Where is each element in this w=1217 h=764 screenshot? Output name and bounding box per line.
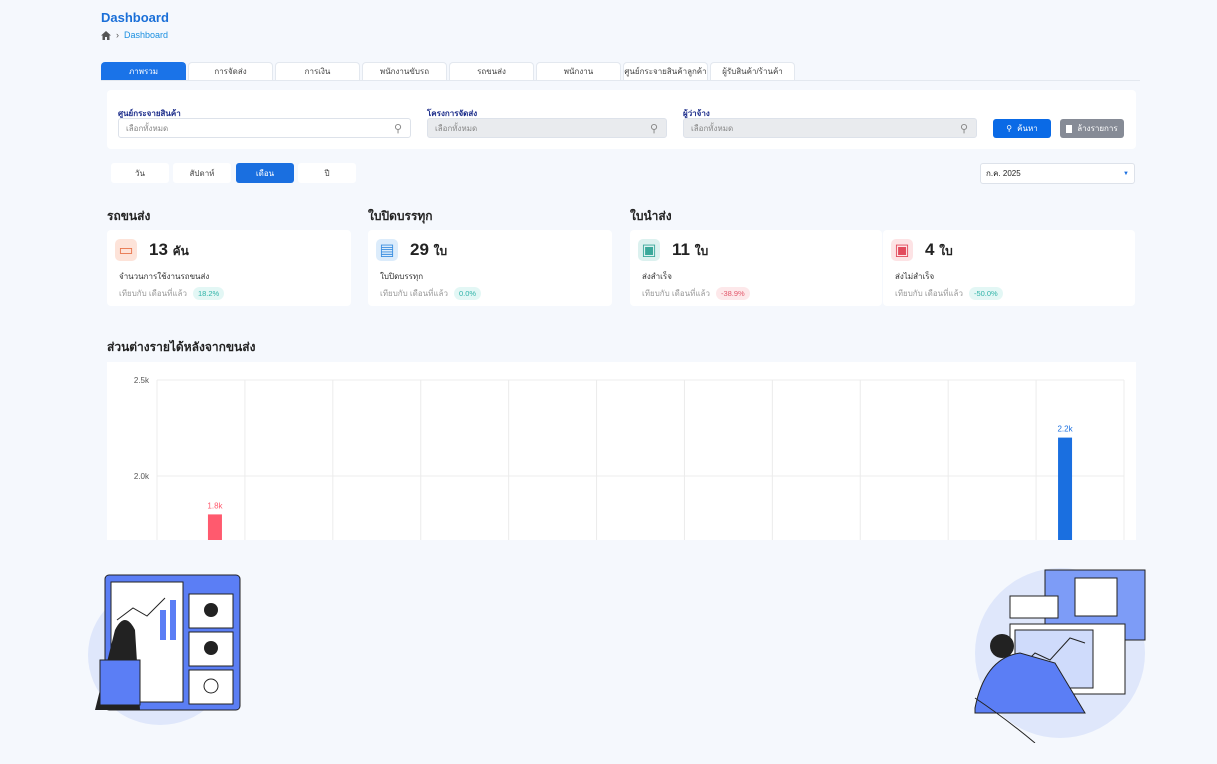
stat-unit: คัน	[172, 244, 189, 258]
dc-input[interactable]: เลือกทั้งหมด ⚲	[118, 118, 411, 138]
compare-text: เทียบกับ เดือนที่แล้ว	[895, 289, 963, 298]
delivery-success-icon: ▣	[638, 239, 660, 261]
change-badge: 0.0%	[453, 287, 482, 300]
tab-overview[interactable]: ภาพรวม	[101, 62, 186, 80]
stat-unit: ใบ	[694, 244, 709, 258]
document-icon: ▤	[376, 239, 398, 261]
employer-placeholder: เลือกทั้งหมด	[691, 123, 734, 133]
stat-label: จำนวนการใช้งานรถขนส่ง	[119, 272, 210, 281]
period-year[interactable]: ปี	[298, 163, 356, 183]
illustration-video-call	[88, 574, 241, 725]
stat-value: 13 คัน	[149, 240, 189, 261]
stat-unit: ใบ	[433, 244, 448, 258]
bar-label: 1.8k	[207, 501, 223, 510]
stat-compare: เทียบกับ เดือนที่แล้ว -38.9%	[642, 287, 750, 300]
tab-distribution-centers[interactable]: ศูนย์กระจายสินค้าลูกค้า	[623, 62, 708, 80]
compare-text: เทียบกับ เดือนที่แล้ว	[642, 289, 710, 298]
stat-value: 4 ใบ	[925, 240, 953, 261]
stat-value: 11 ใบ	[672, 240, 708, 261]
tab-drivers[interactable]: พนักงานขับรถ	[362, 62, 447, 80]
divider	[101, 80, 1140, 81]
stat-card: ▤ 29 ใบ ใบปิดบรรทุก เทียบกับ เดือนที่แล้…	[368, 230, 612, 306]
clear-button[interactable]: ล้างรายการ	[1060, 119, 1124, 138]
dc-label: ศูนย์กระจายสินค้า	[118, 109, 181, 118]
employer-input[interactable]: เลือกทั้งหมด ⚲	[683, 118, 977, 138]
clear-button-label: ล้างรายการ	[1077, 124, 1118, 133]
change-badge: -38.9%	[715, 287, 750, 300]
illustration-analytics	[974, 568, 1146, 743]
y-tick-label: 2.5k	[134, 376, 150, 385]
tab-bar: ภาพรวม การจัดส่ง การเงิน พนักงานขับรถ รถ…	[101, 62, 795, 80]
section-loading: ใบปิดบรรทุก	[368, 209, 433, 223]
bar-label: 2.2k	[1057, 425, 1073, 434]
stat-number: 29	[410, 240, 429, 259]
tab-receivers[interactable]: ผู้รับสินค้า/ร้านค้า	[710, 62, 795, 80]
employer-label: ผู้ว่าจ้าง	[683, 109, 710, 118]
chart-svg: 2.0k 2.5k 1.8k 2.2k	[134, 376, 1125, 540]
filter-panel: ศูนย์กระจายสินค้า เลือกทั้งหมด ⚲ โครงการจ…	[107, 90, 1136, 149]
month-select[interactable]: ก.ค. 2025 ▼	[980, 163, 1135, 184]
stat-label: ใบปิดบรรทุก	[380, 272, 424, 281]
period-month[interactable]: เดือน	[236, 163, 294, 183]
trash-icon	[1066, 124, 1073, 133]
search-icon: ⚲	[1006, 124, 1013, 133]
stat-label: ส่งไม่สำเร็จ	[895, 272, 935, 281]
stat-card: ▭ 13 คัน จำนวนการใช้งานรถขนส่ง เทียบกับ …	[107, 230, 351, 306]
stat-card: ▣ 4 ใบ ส่งไม่สำเร็จ เทียบกับ เดือนที่แล้…	[883, 230, 1135, 306]
truck-icon: ▭	[115, 239, 137, 261]
stat-card: ▣ 11 ใบ ส่งสำเร็จ เทียบกับ เดือนที่แล้ว -…	[630, 230, 882, 306]
project-input[interactable]: เลือกทั้งหมด ⚲	[427, 118, 667, 138]
breadcrumb-current[interactable]: Dashboard	[124, 30, 169, 40]
section-delivery: ใบนำส่ง	[630, 209, 672, 223]
y-tick-label: 2.0k	[134, 472, 150, 481]
change-badge: 18.2%	[192, 287, 225, 300]
tab-finance[interactable]: การเงิน	[275, 62, 360, 80]
search-icon: ⚲	[649, 122, 658, 135]
stat-number: 4	[925, 240, 935, 259]
breadcrumb: › Dashboard	[101, 30, 168, 40]
stat-compare: เทียบกับ เดือนที่แล้ว 18.2%	[119, 287, 225, 300]
project-placeholder: เลือกทั้งหมด	[435, 123, 478, 133]
period-week[interactable]: สัปดาห์	[173, 163, 231, 183]
compare-text: เทียบกับ เดือนที่แล้ว	[119, 289, 187, 298]
page-title: Dashboard	[101, 10, 169, 25]
stat-compare: เทียบกับ เดือนที่แล้ว -50.0%	[895, 287, 1003, 300]
compare-text: เทียบกับ เดือนที่แล้ว	[380, 289, 448, 298]
search-button[interactable]: ⚲ ค้นหา	[993, 119, 1051, 138]
section-profit: ส่วนต่างรายได้หลังจากขนส่ง	[107, 340, 256, 354]
caret-down-icon: ▼	[1123, 170, 1129, 177]
search-button-label: ค้นหา	[1017, 124, 1038, 133]
section-vehicles: รถขนส่ง	[107, 209, 151, 223]
tab-employees[interactable]: พนักงาน	[536, 62, 621, 80]
change-badge: -50.0%	[968, 287, 1003, 300]
project-label: โครงการจัดส่ง	[427, 109, 478, 118]
search-icon: ⚲	[393, 122, 402, 135]
tab-shipping[interactable]: การจัดส่ง	[188, 62, 273, 80]
period-day[interactable]: วัน	[111, 163, 169, 183]
bar[interactable]	[207, 514, 222, 540]
stat-label: ส่งสำเร็จ	[642, 272, 672, 281]
month-value: ก.ค. 2025	[986, 169, 1021, 178]
bar[interactable]	[1058, 437, 1073, 540]
stat-number: 11	[672, 240, 690, 259]
delivery-failed-icon: ▣	[891, 239, 913, 261]
stat-number: 13	[149, 240, 168, 259]
tab-vehicles[interactable]: รถขนส่ง	[449, 62, 534, 80]
chevron-right-icon: ›	[116, 30, 119, 40]
profit-chart: 2.0k 2.5k 1.8k 2.2k	[107, 362, 1136, 540]
stat-value: 29 ใบ	[410, 240, 447, 261]
dc-placeholder: เลือกทั้งหมด	[126, 123, 169, 133]
stat-compare: เทียบกับ เดือนที่แล้ว 0.0%	[380, 287, 482, 300]
search-icon: ⚲	[959, 122, 968, 135]
stat-unit: ใบ	[939, 244, 953, 258]
home-icon[interactable]	[101, 30, 111, 40]
